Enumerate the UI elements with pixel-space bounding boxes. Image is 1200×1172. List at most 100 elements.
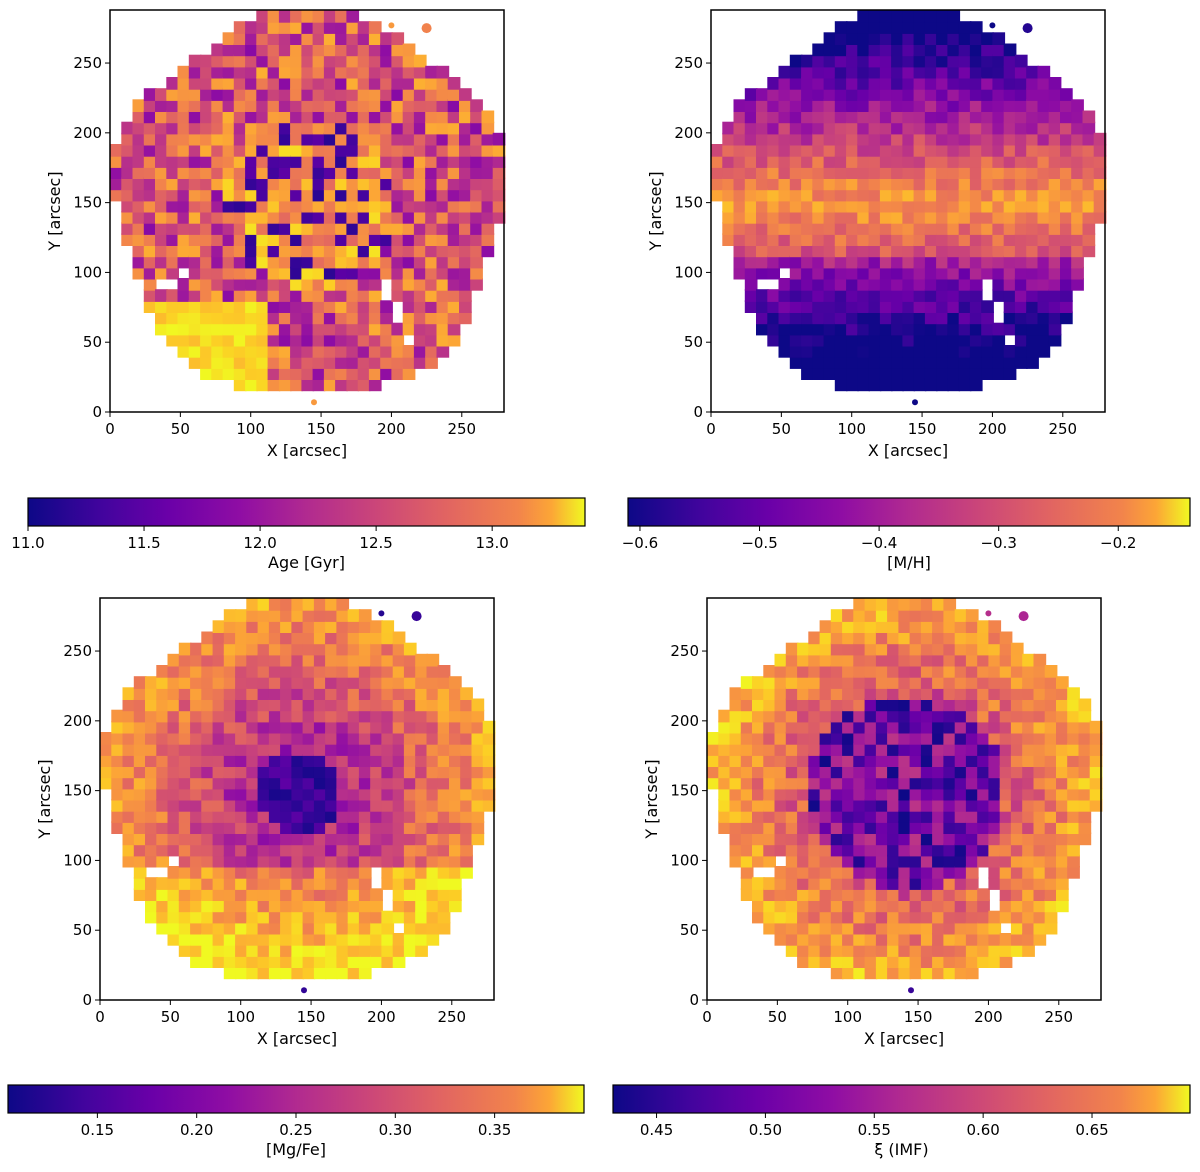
x-tick-label: 100 [833, 1008, 862, 1026]
map-cell [156, 732, 169, 745]
map-cell [178, 776, 192, 790]
map-cell [156, 810, 169, 823]
map-cell [943, 732, 957, 745]
map-cell [190, 944, 203, 957]
map-cell [909, 933, 923, 946]
map-cell [301, 177, 315, 191]
map-cell [992, 54, 1006, 68]
map-cell [302, 910, 316, 924]
map-cell [211, 322, 224, 336]
map-cell [145, 765, 158, 779]
map-cell [752, 799, 765, 812]
map-cell [336, 743, 350, 756]
map-cell [437, 776, 451, 790]
map-cell [965, 620, 979, 633]
map-cell [447, 289, 461, 302]
map-cell [447, 88, 461, 101]
map-cell [846, 378, 859, 392]
map-cell [347, 787, 361, 801]
map-cell [988, 709, 1002, 723]
map-cell [122, 765, 136, 779]
map-cell [190, 687, 203, 700]
map-cell [808, 810, 821, 823]
map-cell [999, 854, 1013, 868]
map-cell [767, 110, 780, 124]
map-cell [909, 720, 923, 734]
map-cell [947, 132, 961, 146]
map-cell [932, 877, 945, 890]
map-cell [789, 77, 803, 90]
map-cell [447, 322, 461, 336]
map-cell [201, 709, 214, 723]
map-cell [290, 266, 303, 280]
map-cell [752, 720, 765, 734]
map-cell [201, 642, 214, 656]
map-cell [460, 732, 473, 745]
map-cell [924, 132, 938, 146]
map-cell [122, 709, 136, 723]
binned-map [110, 10, 506, 406]
map-cell [891, 244, 904, 258]
map-cell [1033, 765, 1047, 779]
map-cell [392, 933, 406, 946]
map-cell [1022, 732, 1035, 745]
map-cell [167, 877, 181, 890]
map-cell [1082, 244, 1096, 258]
map-cell [325, 754, 338, 767]
map-cell [913, 345, 927, 358]
map-cell [868, 278, 882, 291]
map-cell [459, 278, 472, 291]
map-cell [370, 765, 383, 779]
map-cell [801, 188, 814, 202]
map-cell [808, 899, 821, 913]
map-cell [403, 687, 417, 700]
map-cell [188, 99, 202, 112]
map-cell [256, 188, 269, 202]
map-cell [857, 10, 870, 23]
map-cell [301, 211, 315, 224]
map-cell [756, 222, 769, 235]
map-cell [842, 955, 855, 968]
map-cell [830, 732, 844, 745]
map-cell [436, 77, 450, 90]
map-cell [301, 244, 315, 258]
map-cell [222, 65, 236, 79]
map-cell [166, 211, 179, 224]
map-cell [920, 698, 934, 712]
map-cell [778, 233, 792, 246]
map-cell [278, 77, 292, 90]
x-tick-label: 100 [226, 1008, 255, 1026]
map-cell [981, 32, 994, 45]
map-cell [936, 211, 949, 224]
map-cell [864, 787, 878, 801]
map-cell [335, 244, 348, 258]
map-cell [763, 698, 776, 712]
map-cell [797, 821, 810, 834]
map-cell [245, 278, 258, 291]
map-cell [437, 665, 451, 678]
map-cell [932, 832, 945, 846]
map-cell [891, 378, 904, 392]
map-cell [853, 966, 866, 980]
map-cell [1026, 222, 1039, 235]
map-cell [415, 732, 428, 745]
map-cell [312, 378, 326, 392]
map-cell [312, 255, 326, 269]
map-cell [313, 944, 327, 957]
map-cell [913, 121, 927, 135]
map-cell [426, 821, 440, 834]
map-cell [744, 199, 758, 213]
map-cell [357, 211, 371, 224]
map-cell [857, 144, 870, 157]
map-cell [857, 166, 870, 179]
map-cell [988, 821, 1002, 834]
map-cell [909, 776, 923, 790]
map-cell [1033, 776, 1047, 790]
map-cell [178, 765, 192, 779]
map-cell [969, 88, 983, 101]
map-cell [336, 676, 350, 689]
map-cell [774, 732, 788, 745]
map-cell [808, 877, 821, 890]
map-cell [1014, 322, 1028, 336]
map-cell [1003, 356, 1017, 369]
